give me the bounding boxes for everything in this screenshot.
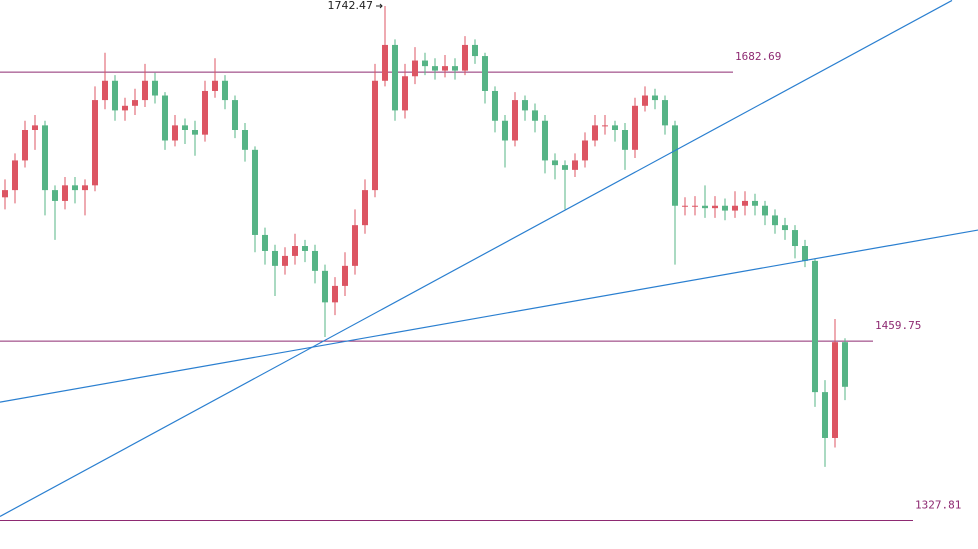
candle-body <box>372 80 378 191</box>
candle-body <box>82 185 88 191</box>
candle-body <box>232 100 238 131</box>
candle-body <box>672 125 678 206</box>
candle-body <box>42 125 48 191</box>
candle-body <box>462 44 468 71</box>
candle-body <box>782 225 788 231</box>
candle-body <box>2 190 8 198</box>
candle-body <box>492 90 498 121</box>
candle-body <box>22 130 28 161</box>
trend-line <box>0 229 978 403</box>
candle-body <box>352 225 358 266</box>
candle-body <box>812 260 818 393</box>
candle-body <box>212 80 218 91</box>
candle-body <box>752 200 758 206</box>
candle-body <box>512 100 518 141</box>
candle-body <box>302 246 308 251</box>
candle-body <box>362 190 368 226</box>
candle-body <box>112 80 118 111</box>
candle-body <box>602 125 608 127</box>
candle-body <box>502 120 508 141</box>
candle-body <box>632 105 638 150</box>
candle-body <box>322 270 328 303</box>
high-arrow <box>376 3 383 9</box>
candle-body <box>442 66 448 71</box>
candle-body <box>342 265 348 286</box>
candle-body <box>532 110 538 121</box>
candle-body <box>202 90 208 135</box>
candle-body <box>612 125 618 131</box>
candle-body <box>792 230 798 247</box>
candle-body <box>422 60 428 67</box>
candle-body <box>152 80 158 96</box>
candle-body <box>622 130 628 150</box>
candle-body <box>52 190 58 201</box>
candle-body <box>242 130 248 150</box>
candle-body <box>722 205 728 211</box>
candle-body <box>802 246 808 261</box>
candle-body <box>692 205 698 207</box>
candle-body <box>452 66 458 71</box>
level-label: 1459.75 <box>875 319 921 332</box>
candle-body <box>172 125 178 141</box>
candle-body <box>392 44 398 111</box>
candle-body <box>312 250 318 271</box>
candle-body <box>832 342 838 438</box>
candle-body <box>252 149 258 235</box>
level-label: 1327.81 <box>915 499 961 512</box>
candle-body <box>482 56 488 91</box>
candle-body <box>822 392 828 438</box>
candle-body <box>162 95 168 141</box>
candle-body <box>412 60 418 77</box>
candle-body <box>742 200 748 206</box>
candle-body <box>522 100 528 111</box>
candle-body <box>292 246 298 256</box>
candle-body <box>732 205 738 211</box>
candle-body <box>562 165 568 170</box>
candle-body <box>262 234 268 251</box>
candle-body <box>402 76 408 111</box>
trend-line <box>0 0 953 517</box>
candle-body <box>102 80 108 101</box>
candle-body <box>182 125 188 131</box>
candle-body <box>772 215 778 226</box>
candle-body <box>572 160 578 170</box>
candle-body <box>642 95 648 106</box>
candle-body <box>192 130 198 135</box>
candle-body <box>272 250 278 266</box>
candle-body <box>32 125 38 131</box>
candle-body <box>582 140 588 161</box>
candle-body <box>542 120 548 161</box>
candle-body <box>552 160 558 166</box>
candle-body <box>142 80 148 101</box>
candle-body <box>662 100 668 126</box>
candle-body <box>432 66 438 71</box>
candle-body <box>652 95 658 101</box>
candle-body <box>762 205 768 216</box>
candle-body <box>712 205 718 209</box>
candle-body <box>682 205 688 207</box>
candle-body <box>332 285 338 303</box>
candle-body <box>62 185 68 201</box>
candle-body <box>92 100 98 186</box>
candle-body <box>842 342 848 387</box>
candle-body <box>122 105 128 111</box>
candle-body <box>72 185 78 191</box>
candle-body <box>702 205 708 209</box>
candle-body <box>472 44 478 57</box>
candle-body <box>282 255 288 266</box>
candle-body <box>132 100 138 106</box>
candle-body <box>12 160 18 191</box>
candle-body <box>222 80 228 101</box>
candle-body <box>592 125 598 141</box>
level-label: 1682.69 <box>735 50 781 63</box>
candle-body <box>382 44 388 81</box>
high-label: 1742.47 <box>328 0 374 12</box>
